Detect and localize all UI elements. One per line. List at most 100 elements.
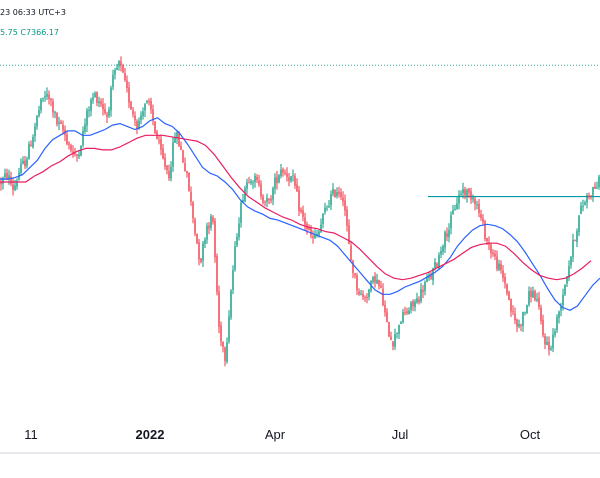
candle [240, 199, 242, 228]
candle [376, 273, 378, 285]
candle [150, 97, 152, 114]
candle [104, 103, 106, 115]
candle [136, 119, 138, 135]
candle [340, 188, 342, 200]
candle [126, 75, 128, 93]
candle [8, 169, 10, 185]
candle [364, 295, 366, 303]
candle [414, 299, 416, 312]
candle [176, 129, 178, 145]
candle [96, 91, 98, 107]
candle [166, 165, 168, 175]
candle [458, 190, 460, 210]
candle [558, 310, 560, 324]
candle [32, 134, 34, 149]
candle [254, 173, 256, 188]
candle [506, 283, 508, 296]
candle [264, 200, 266, 207]
candle [272, 186, 274, 206]
candle [524, 311, 526, 316]
candle [160, 134, 162, 156]
candle [192, 200, 194, 224]
candle [278, 174, 280, 184]
candle [480, 209, 482, 221]
candle [464, 186, 466, 200]
candle [86, 107, 88, 133]
candle [504, 273, 506, 289]
candle [4, 168, 6, 180]
candle [196, 233, 198, 244]
candle [144, 103, 146, 117]
candle [592, 186, 594, 202]
candle [98, 96, 100, 108]
candle [114, 67, 116, 80]
candle [508, 290, 510, 301]
candle [182, 149, 184, 164]
candle [528, 286, 530, 307]
candle [162, 143, 164, 160]
candle [20, 158, 22, 175]
candle [526, 304, 528, 314]
candle [92, 92, 94, 104]
candle [66, 130, 68, 146]
candle [266, 193, 268, 208]
candle [268, 198, 270, 205]
candle [262, 194, 264, 205]
candle [38, 105, 40, 118]
candle [198, 238, 200, 266]
candle [332, 183, 334, 197]
x-tick-label: Jul [392, 427, 409, 442]
candle [404, 306, 406, 316]
candle [84, 118, 86, 134]
candle [536, 292, 538, 303]
candle [392, 340, 394, 351]
candle [598, 174, 600, 190]
candle [388, 321, 390, 338]
candle [396, 332, 398, 339]
candle [576, 228, 578, 248]
candle [212, 215, 214, 225]
candle [548, 336, 550, 356]
candle [544, 333, 546, 350]
candle [384, 300, 386, 317]
candle [374, 272, 376, 288]
candle [500, 260, 502, 274]
candle [554, 328, 556, 338]
candle [330, 190, 332, 211]
x-axis-ticks: 11 2022 Apr Jul Oct [24, 427, 540, 442]
candle [350, 242, 352, 261]
candle [456, 197, 458, 210]
candle [546, 336, 548, 346]
candle [400, 321, 402, 325]
candle [390, 331, 392, 341]
candle [170, 161, 172, 182]
candle [190, 186, 192, 206]
candle [450, 211, 452, 235]
candle [164, 153, 166, 170]
candle [472, 194, 474, 203]
candle [62, 120, 64, 135]
candle [208, 221, 210, 235]
candle [286, 167, 288, 182]
candle [368, 288, 370, 301]
candle [194, 217, 196, 237]
candle [124, 67, 126, 82]
candle [148, 98, 150, 106]
candle [418, 296, 420, 305]
candle [542, 314, 544, 338]
candle [134, 111, 136, 126]
candle [296, 178, 298, 192]
candle [94, 91, 96, 98]
candle [596, 181, 598, 189]
candle [218, 285, 220, 334]
candle [336, 187, 338, 199]
candle [358, 288, 360, 296]
candle [244, 185, 246, 203]
candle [184, 157, 186, 172]
candle [246, 178, 248, 194]
candle [470, 187, 472, 204]
candle [476, 200, 478, 210]
candle [460, 190, 462, 197]
candle [380, 280, 382, 289]
